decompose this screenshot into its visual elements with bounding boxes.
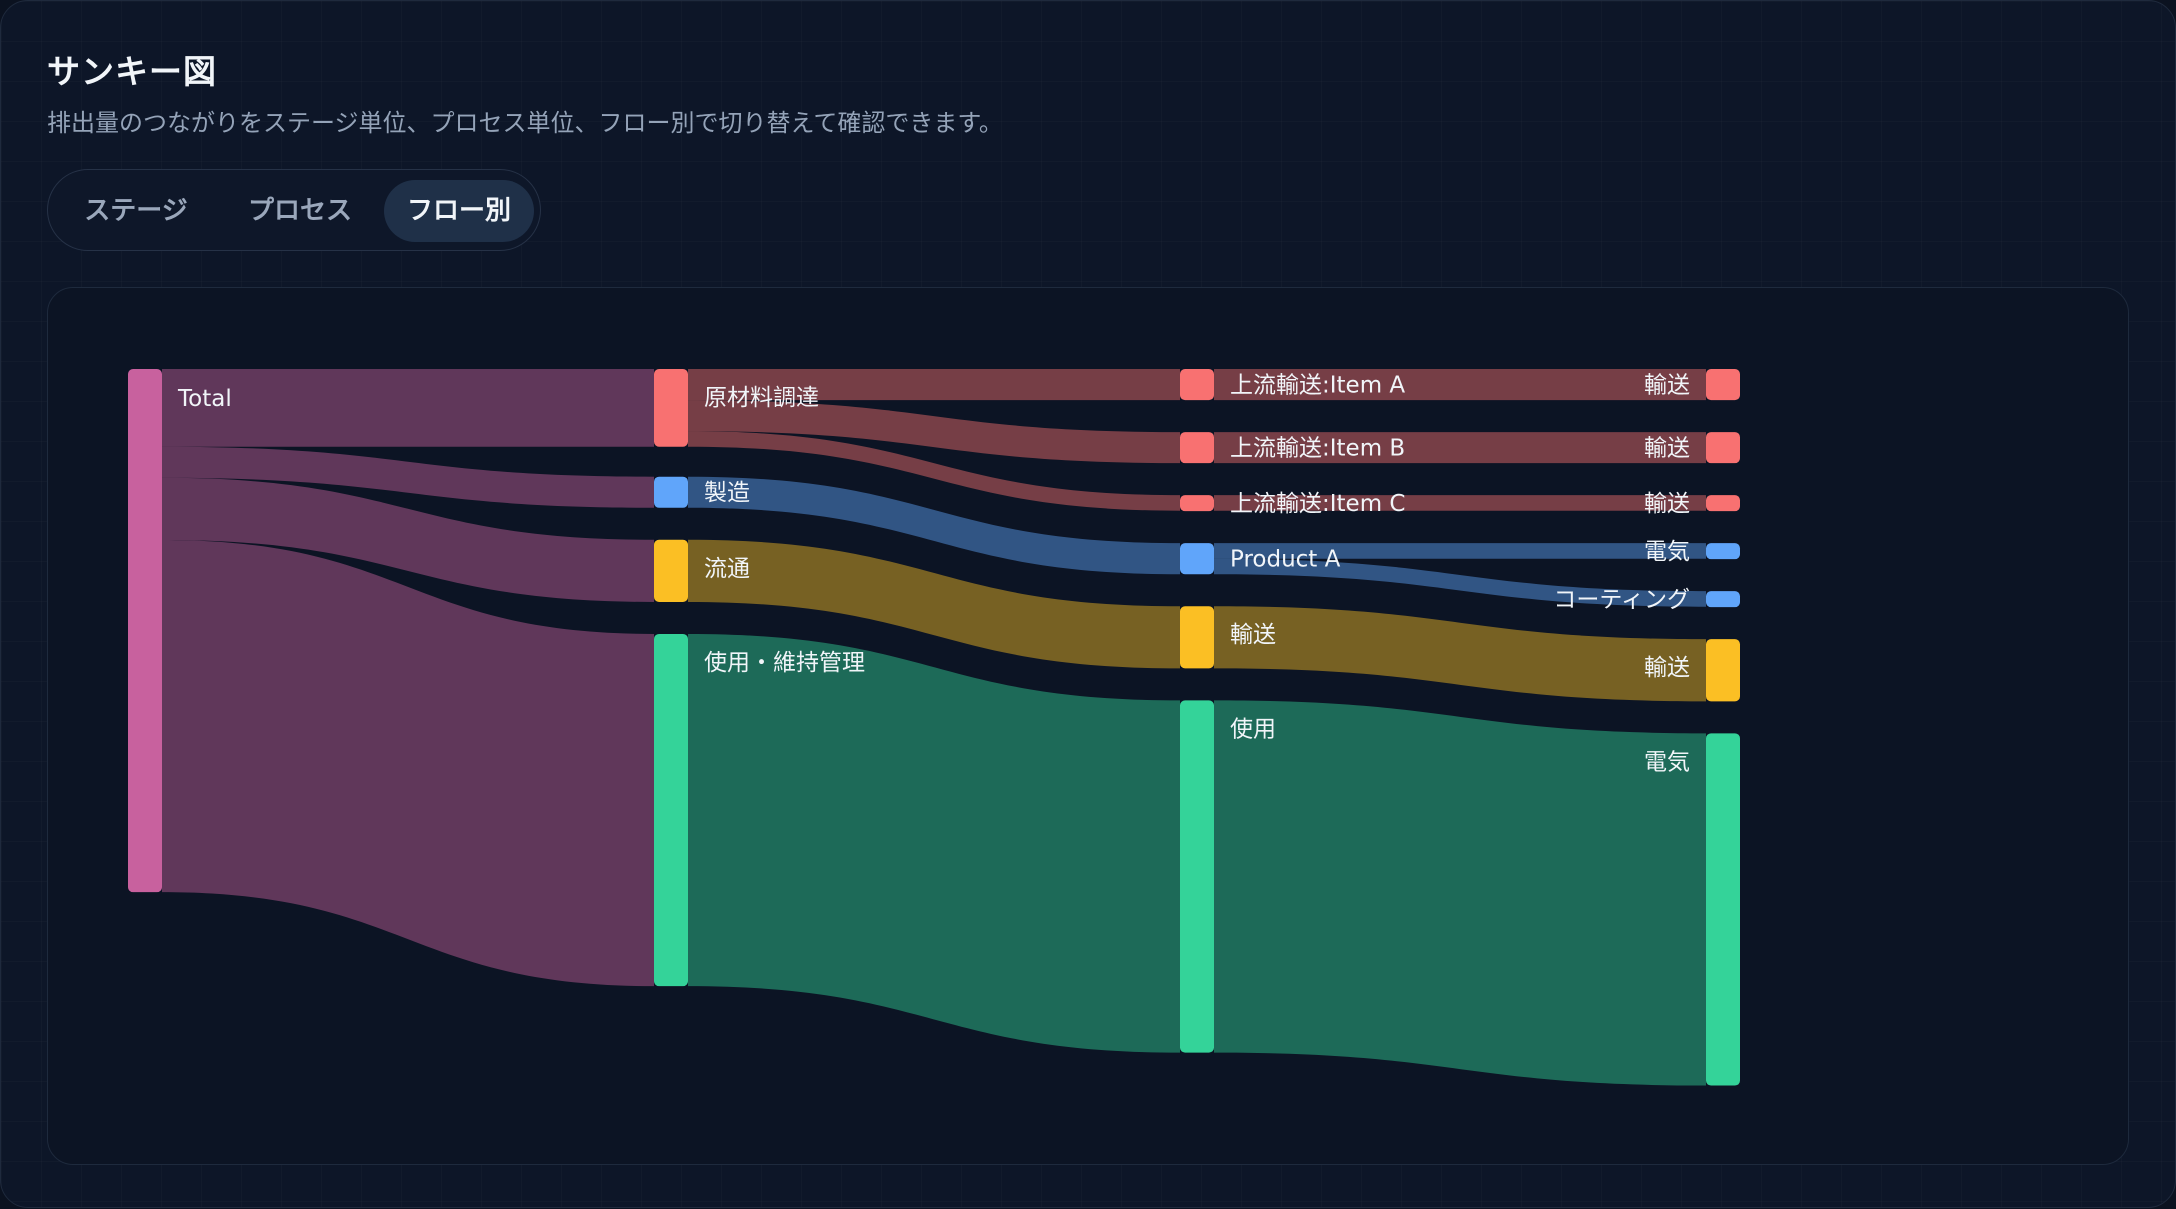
- sankey-label-fA: 輸送: [1644, 373, 1690, 399]
- sankey-link-itemA-fA[interactable]: [1214, 369, 1706, 401]
- tab-flow[interactable]: フロー別: [384, 180, 534, 242]
- sankey-label-dist: 流通: [704, 556, 750, 582]
- sankey-label-itemA: 上流輸送:Item A: [1230, 373, 1405, 399]
- sankey-label-trans3: 輸送: [1644, 655, 1690, 681]
- sankey-label-itemB: 上流輸送:Item B: [1230, 436, 1405, 462]
- sankey-label-fC: 輸送: [1644, 491, 1690, 517]
- sankey-node-trans3[interactable]: [1706, 639, 1740, 702]
- sankey-link-itemC-fC[interactable]: [1214, 495, 1706, 511]
- sankey-link-total-mfg[interactable]: [162, 446, 654, 508]
- sankey-node-coat[interactable]: [1706, 591, 1740, 608]
- sankey-link-raw-itemA[interactable]: [688, 369, 1180, 401]
- sankey-label-use2: 使用: [1230, 716, 1276, 742]
- sankey-link-trans2-trans3[interactable]: [1214, 606, 1706, 702]
- sankey-link-use2-elec2[interactable]: [1214, 700, 1706, 1086]
- sankey-label-prodA: Product A: [1230, 547, 1341, 573]
- sankey-node-fB[interactable]: [1706, 432, 1740, 464]
- sankey-node-fA[interactable]: [1706, 369, 1740, 401]
- sankey-label-use: 使用・維持管理: [704, 650, 865, 676]
- sankey-links: [162, 369, 1706, 1086]
- sankey-node-elec2[interactable]: [1706, 733, 1740, 1086]
- sankey-node-dist[interactable]: [654, 539, 688, 602]
- sankey-node-use[interactable]: [654, 633, 688, 987]
- sankey-node-prodA[interactable]: [1180, 543, 1214, 575]
- sankey-link-total-raw[interactable]: [162, 369, 654, 447]
- sankey-node-itemA[interactable]: [1180, 369, 1214, 401]
- sankey-label-total: Total: [177, 386, 232, 412]
- sankey-node-total[interactable]: [128, 369, 162, 893]
- sankey-label-elec1: 電気: [1644, 539, 1690, 565]
- sankey-link-use-use2[interactable]: [688, 633, 1180, 1053]
- tab-process[interactable]: プロセス: [247, 196, 352, 226]
- sankey-label-itemC: 上流輸送:Item C: [1230, 491, 1405, 517]
- sankey-node-fC[interactable]: [1706, 495, 1740, 512]
- sankey-node-raw[interactable]: [654, 369, 688, 447]
- sankey-chart-card: [47, 287, 2129, 1165]
- sankey-label-elec2: 電気: [1644, 749, 1690, 775]
- sankey-node-elec1[interactable]: [1706, 543, 1740, 560]
- sankey-node-itemB[interactable]: [1180, 432, 1214, 464]
- tab-stage[interactable]: ステージ: [84, 196, 188, 226]
- page-title: サンキー図: [47, 52, 217, 91]
- sankey-label-raw: 原材料調達: [704, 385, 819, 411]
- sankey-link-mfg-prodA[interactable]: [688, 476, 1180, 575]
- sankey-node-itemC[interactable]: [1180, 495, 1214, 512]
- sankey-node-mfg[interactable]: [654, 476, 688, 508]
- view-tabs: ステージ プロセス フロー別: [47, 169, 541, 251]
- sankey-node-trans2[interactable]: [1180, 606, 1214, 669]
- sankey-label-fB: 輸送: [1644, 436, 1690, 462]
- sankey-label-mfg: 製造: [704, 480, 750, 506]
- sankey-link-prodA-coat[interactable]: [1214, 558, 1706, 607]
- sankey-link-raw-itemB[interactable]: [688, 400, 1180, 464]
- sankey-link-prodA-elec1[interactable]: [1214, 543, 1706, 559]
- sankey-label-trans2: 輸送: [1230, 622, 1276, 648]
- sankey-link-itemB-fB[interactable]: [1214, 432, 1706, 464]
- sankey-link-total-use[interactable]: [162, 539, 654, 987]
- sankey-link-total-dist[interactable]: [162, 477, 654, 602]
- sankey-link-raw-itemC[interactable]: [688, 431, 1180, 511]
- sankey-link-dist-trans2[interactable]: [688, 539, 1180, 669]
- sankey-nodes: [128, 369, 1740, 1086]
- sankey-label-coat: コーティング: [1553, 587, 1690, 613]
- sankey-node-use2[interactable]: [1180, 700, 1214, 1053]
- page-subtitle: 排出量のつながりをステージ単位、プロセス単位、フロー別で切り替えて確認できます。: [47, 109, 1003, 137]
